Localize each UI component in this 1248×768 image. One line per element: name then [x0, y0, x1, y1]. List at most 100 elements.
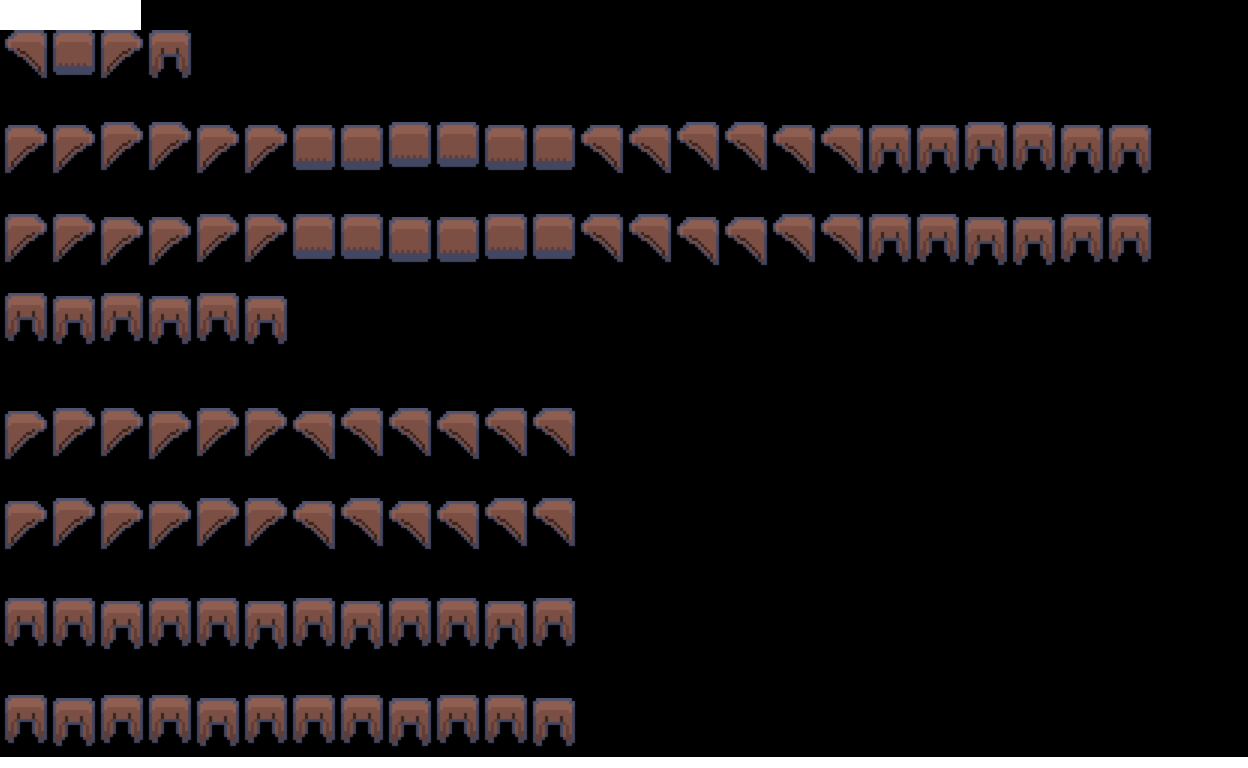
hair-sprite-side_right: [530, 498, 578, 549]
hair-sprite-back_locks: [338, 695, 386, 746]
hair-sprite-side_right: [722, 122, 770, 173]
hair-sprite-back_locks: [1106, 125, 1154, 176]
hair-sprite-back_locks: [194, 698, 242, 749]
hair-sprite-side_left: [2, 501, 50, 552]
hair-sprite-side_right: [674, 217, 722, 268]
hair-sprite-back_locks: [2, 695, 50, 746]
hair-sprite-side_left: [50, 125, 98, 176]
hair-sprite-back_locks: [146, 695, 194, 746]
hair-sprite-side_left: [98, 408, 146, 459]
hair-sprite-side_right: [578, 214, 626, 265]
hair-sprite-side_left: [146, 501, 194, 552]
hair-sprite-back_locks: [2, 598, 50, 649]
hair-sprite-front_bob: [530, 125, 578, 176]
hair-sprite-back_locks: [1010, 217, 1058, 268]
hair-sprite-side_left: [242, 214, 290, 265]
hair-sprite-back_locks: [50, 296, 98, 347]
hair-sprite-back_locks: [530, 598, 578, 649]
hair-sprite-side_right: [290, 411, 338, 462]
hair-sprite-back_locks: [98, 601, 146, 652]
hair-sprite-back_locks: [290, 695, 338, 746]
hair-sprite-side_left: [194, 214, 242, 265]
hair-sprite-side_right: [530, 408, 578, 459]
hair-sprite-front_bob: [338, 125, 386, 176]
hair-sprite-back_locks: [914, 125, 962, 176]
hair-sprite-front_bob: [482, 214, 530, 265]
hair-sprite-front_bob: [434, 217, 482, 268]
hair-sprite-back_locks: [482, 601, 530, 652]
hair-sprite-back_locks: [194, 598, 242, 649]
hair-sprite-side_right: [482, 498, 530, 549]
hair-sprite-back_locks: [290, 598, 338, 649]
hair-sprite-side_right: [386, 501, 434, 552]
hair-sprite-back_locks: [242, 695, 290, 746]
hair-sprite-back_locks: [242, 601, 290, 652]
hair-sprite-back_locks: [866, 214, 914, 265]
hair-sprite-side_left: [98, 501, 146, 552]
hair-sprite-side_right: [338, 498, 386, 549]
hair-sprite-back_locks: [338, 601, 386, 652]
hair-sprite-side_left: [146, 411, 194, 462]
hair-sprite-side_right: [818, 125, 866, 176]
hair-sprite-side_left: [194, 498, 242, 549]
hair-sprite-back_locks: [194, 293, 242, 344]
hair-sprite-back_locks: [242, 296, 290, 347]
hair-sprite-side_left: [2, 125, 50, 176]
hair-sprite-back_locks: [98, 695, 146, 746]
hair-sprite-side_left: [194, 408, 242, 459]
hair-sprite-back_locks: [1106, 214, 1154, 265]
hair-sprite-front_bob: [482, 125, 530, 176]
hair-sprite-side_right: [338, 408, 386, 459]
hair-sprite-side_right: [626, 125, 674, 176]
hair-sprite-front_bob: [338, 214, 386, 265]
hair-sprite-front_bob: [530, 214, 578, 265]
hair-sprite-back_locks: [146, 30, 194, 81]
hair-sprite-side_left: [146, 122, 194, 173]
hair-sprite-side_right: [818, 214, 866, 265]
hair-sprite-side_left: [242, 498, 290, 549]
hair-sprite-front_bob: [290, 125, 338, 176]
hair-sprite-side_left: [194, 125, 242, 176]
hair-sprite-side_left: [2, 214, 50, 265]
hair-sprite-side_right: [290, 501, 338, 552]
hair-sprite-side_right: [482, 408, 530, 459]
hair-sprite-back_locks: [866, 125, 914, 176]
hair-sprite-side_right: [770, 214, 818, 265]
hair-sprite-side_left: [2, 411, 50, 462]
hair-sprite-back_locks: [434, 695, 482, 746]
hair-sprite-back_locks: [98, 293, 146, 344]
hair-sprite-front_bob: [434, 122, 482, 173]
hair-sprite-back_locks: [50, 698, 98, 749]
hair-sprite-side_left: [242, 125, 290, 176]
hair-sprite-side_right: [434, 411, 482, 462]
hair-sprite-side_right: [2, 30, 50, 81]
hair-sprite-front_bob: [386, 217, 434, 268]
hair-sprite-back_locks: [482, 695, 530, 746]
hair-sprite-back_locks: [1058, 125, 1106, 176]
hair-sprite-side_right: [770, 125, 818, 176]
hair-sprite-side_right: [578, 125, 626, 176]
hair-sprite-side_left: [50, 498, 98, 549]
hair-sprite-side_left: [50, 214, 98, 265]
hair-sprite-back_locks: [146, 296, 194, 347]
hair-sprite-back_locks: [962, 217, 1010, 268]
hair-sprite-side_left: [98, 217, 146, 268]
hair-sprite-back_locks: [50, 598, 98, 649]
hair-sprite-side_right: [386, 408, 434, 459]
hair-sprite-back_locks: [1010, 122, 1058, 173]
hair-sprite-back_locks: [914, 214, 962, 265]
hair-sprite-back_locks: [434, 598, 482, 649]
hair-sprite-side_right: [626, 214, 674, 265]
top-left-white-area: [0, 0, 141, 30]
hair-sprite-back_locks: [962, 122, 1010, 173]
hair-sprite-front_bob: [386, 122, 434, 173]
hair-sprite-side_left: [50, 408, 98, 459]
hair-sprite-back_locks: [386, 598, 434, 649]
bottom-white-strip: [0, 757, 1248, 768]
hair-sprite-side_left: [98, 30, 146, 81]
hair-sprite-back_locks: [530, 698, 578, 749]
hair-sprite-side_right: [434, 501, 482, 552]
hair-sprite-side_right: [674, 122, 722, 173]
hair-sprite-back_locks: [1058, 214, 1106, 265]
